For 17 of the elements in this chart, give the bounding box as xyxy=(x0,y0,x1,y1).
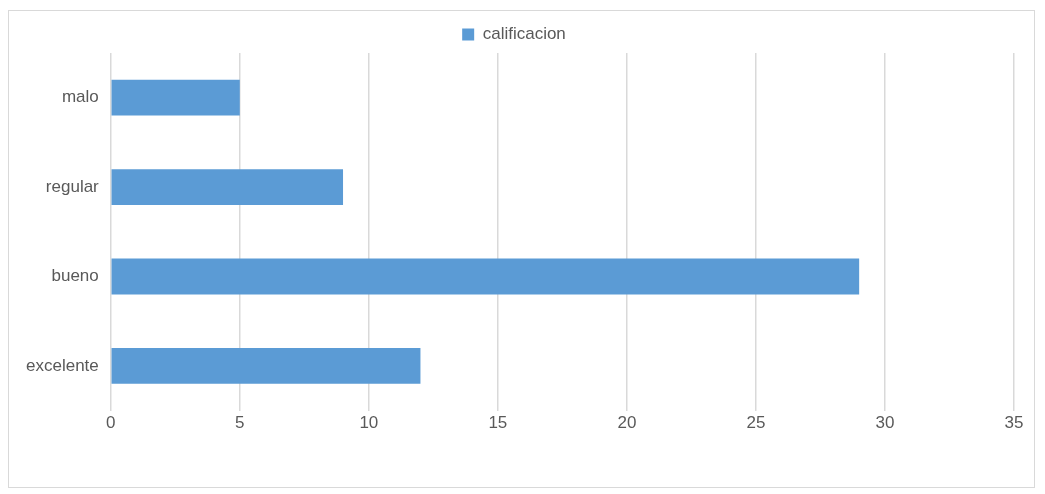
bar xyxy=(111,79,240,116)
x-tick-label: 35 xyxy=(1004,413,1024,433)
bar xyxy=(111,348,421,384)
legend-label: calificacion xyxy=(482,24,566,44)
x-tick-label: 30 xyxy=(875,413,895,433)
x-tick-label: 0 xyxy=(106,413,116,433)
y-tick-label: bueno xyxy=(51,266,99,286)
x-tick-label: 20 xyxy=(617,413,637,433)
y-tick-label: regular xyxy=(45,176,100,196)
bar xyxy=(111,258,860,295)
x-tick-label: 25 xyxy=(746,413,766,433)
y-tick-label: excelente xyxy=(25,355,99,375)
x-tick-label: 15 xyxy=(488,413,508,433)
x-tick-label: 10 xyxy=(359,413,379,433)
y-tick-label: malo xyxy=(61,87,99,107)
bar xyxy=(111,169,344,205)
x-tick-label: 5 xyxy=(235,413,245,433)
